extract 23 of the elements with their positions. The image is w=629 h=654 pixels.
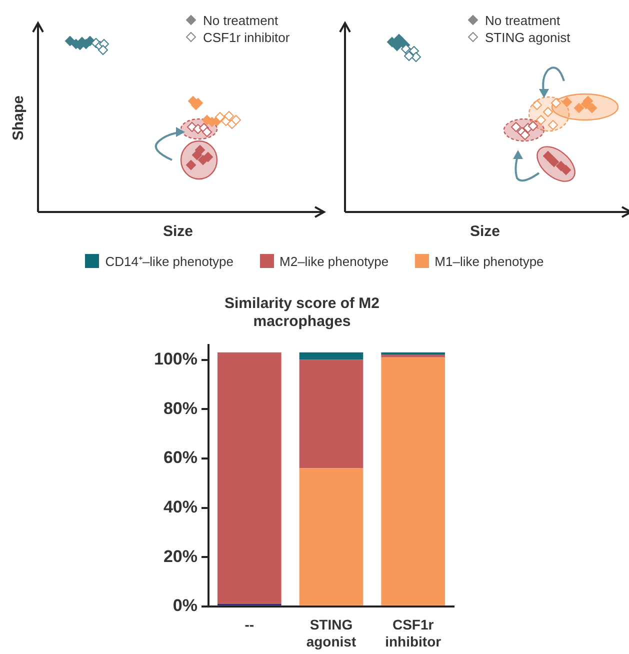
legend-label: M2–like phenotype (280, 254, 389, 268)
chart-title: Similarity score of M2 macrophages (224, 295, 380, 330)
legend-label: CD14⁺–like phenotype (105, 253, 234, 270)
x-tick-label: CSF1r inhibitor (385, 616, 442, 650)
y-tick-label: 0% (172, 596, 198, 616)
x-tick-label: STING agonist (306, 616, 356, 650)
y-tick-label: 100% (154, 349, 198, 368)
bar (217, 352, 282, 604)
bar (381, 357, 445, 606)
text: Size (470, 223, 500, 240)
bar (299, 468, 364, 606)
bar (381, 352, 445, 355)
bar (299, 352, 364, 360)
bar (381, 354, 445, 358)
x-tick-label: -- (244, 616, 254, 633)
y-tick-label: 60% (163, 448, 198, 468)
y-tick-label: 20% (163, 546, 198, 566)
text: Size (162, 223, 194, 240)
legend-label: M1–like phenotype (434, 254, 544, 268)
y-tick-label: 40% (163, 497, 198, 516)
y-tick-label: 80% (163, 398, 198, 418)
bar (299, 360, 364, 468)
text: Shape (10, 95, 27, 141)
